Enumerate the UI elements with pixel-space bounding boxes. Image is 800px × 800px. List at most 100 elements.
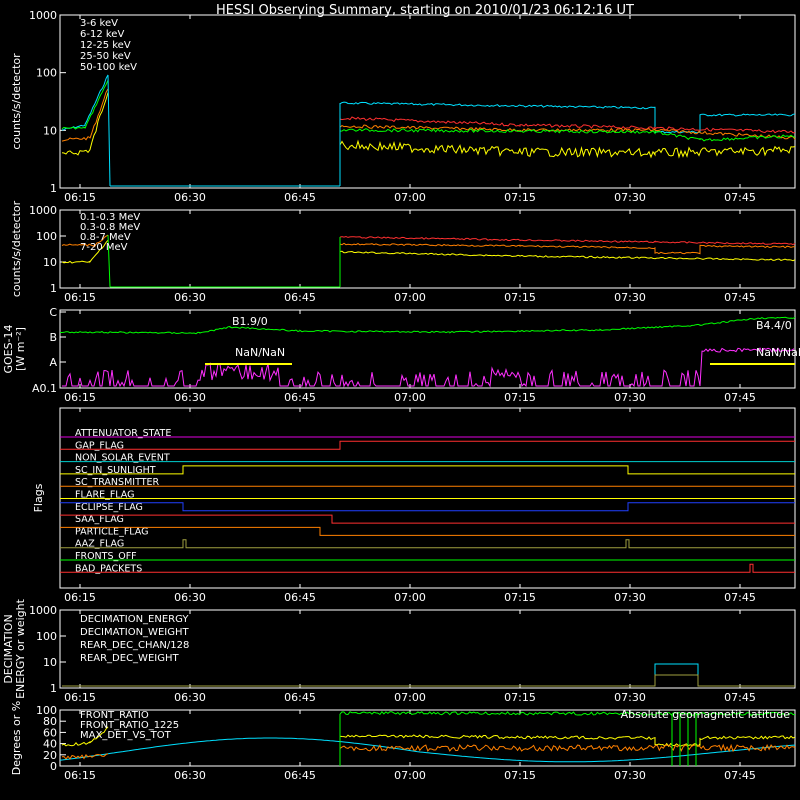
y-tick-label: 20 xyxy=(43,749,57,762)
x-tick-label: 07:30 xyxy=(614,191,646,204)
series-25-50 xyxy=(61,80,109,130)
series-25-50 xyxy=(339,128,796,142)
series-front-ratio xyxy=(339,734,796,748)
x-tick-label: 07:15 xyxy=(504,191,536,204)
y-tick-label: 1000 xyxy=(29,604,57,617)
x-tick-label: 06:45 xyxy=(284,291,316,304)
series-50-100 xyxy=(339,101,796,134)
x-tick-label: 06:45 xyxy=(284,391,316,404)
y-tick-label: B xyxy=(49,331,57,344)
legend-entry: 12-25 keV xyxy=(80,40,131,51)
x-tick-label: 07:00 xyxy=(394,391,426,404)
legend-entry: 7-20 MeV xyxy=(80,242,128,253)
y-tick-label: C xyxy=(49,306,57,319)
panel-frame xyxy=(59,709,796,767)
series-rear-dec-weight xyxy=(62,674,795,687)
panel-frame xyxy=(59,309,796,389)
panel-frame xyxy=(59,209,796,289)
flag-label: FRONTS_OFF xyxy=(75,551,137,562)
x-tick-label: 06:45 xyxy=(284,591,316,604)
flag-trace xyxy=(60,514,795,524)
legend-entry: 0.3-0.8 MeV xyxy=(80,222,140,233)
y-tick-label: 60 xyxy=(43,726,57,739)
y-tick-label: 80 xyxy=(43,715,57,728)
panel-ratio: 06:15 06:30 06:45 07:00 07:15 07:30 07:45 02040… xyxy=(10,701,796,782)
gap-drop xyxy=(107,234,111,288)
panel-lo: 06:15 06:30 06:45 07:00 07:15 07:30 07:45 1 10 10… xyxy=(10,9,796,204)
legend-entry: 0.8-7 MeV xyxy=(80,232,131,243)
x-tick-label: 07:30 xyxy=(614,769,646,782)
y-tick-label: 0 xyxy=(50,760,57,773)
x-tick-label: 07:45 xyxy=(724,291,756,304)
series-max-det xyxy=(61,753,109,760)
goes-short xyxy=(62,347,795,388)
x-tick-label: 07:00 xyxy=(394,691,426,704)
x-tick-label: 07:30 xyxy=(614,391,646,404)
x-tick-label: 06:30 xyxy=(174,191,206,204)
flag-trace xyxy=(60,526,795,536)
x-tick-label: 07:15 xyxy=(504,769,536,782)
series-0.8-7 xyxy=(61,239,109,264)
y-tick-label: A xyxy=(49,356,57,369)
y-tick-label: 100 xyxy=(36,630,57,643)
x-tick-label: 07:30 xyxy=(614,691,646,704)
legend-entry: REAR_DEC_WEIGHT xyxy=(80,653,179,664)
x-tick-label: 07:30 xyxy=(614,291,646,304)
x-tick-label: 07:00 xyxy=(394,591,426,604)
y-tick-label: 1 xyxy=(50,682,57,695)
flag-label: SC_TRANSMITTER xyxy=(75,477,160,488)
x-tick-label: 07:15 xyxy=(504,391,536,404)
x-tick-label: 06:45 xyxy=(284,191,316,204)
panel-frame xyxy=(59,609,796,689)
x-tick-label: 07:00 xyxy=(394,291,426,304)
legend-entry: 3-6 keV xyxy=(80,18,118,29)
y-tick-label: 40 xyxy=(43,738,57,751)
x-tick-label: 07:45 xyxy=(724,391,756,404)
panel-goes: 06:15 06:30 06:45 07:00 07:15 07:30 07:45 A0.1 A… xyxy=(2,306,800,404)
legend-entry: 25-50 keV xyxy=(80,51,131,62)
goes-long xyxy=(59,316,796,335)
y-tick-label: 10 xyxy=(43,256,57,269)
legend-entry: MAX_DET_VS_TOT xyxy=(80,730,172,741)
series-front-ratio xyxy=(61,726,109,747)
series-max-det xyxy=(339,743,796,753)
x-tick-label: 06:30 xyxy=(174,291,206,304)
y-axis-label: counts/s/detector xyxy=(10,53,23,150)
flag-label: PARTICLE_FLAG xyxy=(75,526,148,537)
legend-entry: 0.1-0.3 MeV xyxy=(80,212,140,223)
x-tick-label: 07:15 xyxy=(504,591,536,604)
y-tick-label: 100 xyxy=(36,704,57,717)
x-tick-label: 06:15 xyxy=(64,691,96,704)
x-tick-label: 06:30 xyxy=(174,391,206,404)
panel-hi: 06:15 06:30 06:45 07:00 07:15 07:30 07:45 1 10 10… xyxy=(10,200,796,304)
flag-label: SC_IN_SUNLIGHT xyxy=(75,465,156,476)
flag-label: SAA_FLAG xyxy=(75,514,124,525)
x-tick-label: 06:15 xyxy=(64,191,96,204)
x-tick-label: 06:15 xyxy=(64,391,96,404)
flag-trace xyxy=(60,465,795,475)
panel-frame xyxy=(59,14,796,189)
legend-entry: REAR_DEC_CHAN/128 xyxy=(80,640,189,651)
panel-dec: 06:15 06:30 06:45 07:00 07:15 07:30 07:45 1 10 10… xyxy=(2,598,796,704)
legend-entry: FRONT_RATIO xyxy=(80,710,149,721)
series-0.8-7 xyxy=(339,250,796,262)
series-6-12 xyxy=(61,88,109,142)
gap-drop xyxy=(107,74,111,187)
flag-label: NON_SOLAR_EVENT xyxy=(75,453,170,464)
y-tick-label: 10 xyxy=(43,656,57,669)
legend-entry: DECIMATION_WEIGHT xyxy=(80,627,189,638)
flag-trace xyxy=(60,440,795,450)
x-tick-label: 06:45 xyxy=(284,691,316,704)
y-axis-label: GOES-14 xyxy=(2,324,15,373)
flag-label: ATTENUATOR_STATE xyxy=(75,428,171,439)
series-12-25 xyxy=(339,139,796,159)
flag-label: ECLIPSE_FLAG xyxy=(75,502,143,513)
x-tick-label: 07:45 xyxy=(724,191,756,204)
flag-label: FLARE_FLAG xyxy=(75,490,135,501)
goes-annotation: NaN/NaN xyxy=(756,346,800,359)
y-tick-label: 1000 xyxy=(29,9,57,22)
legend-entry: 6-12 keV xyxy=(80,29,124,40)
goes-annotation: B1.9/0 xyxy=(232,315,268,328)
legend-entry: FRONT_RATIO_1225 xyxy=(80,720,179,731)
